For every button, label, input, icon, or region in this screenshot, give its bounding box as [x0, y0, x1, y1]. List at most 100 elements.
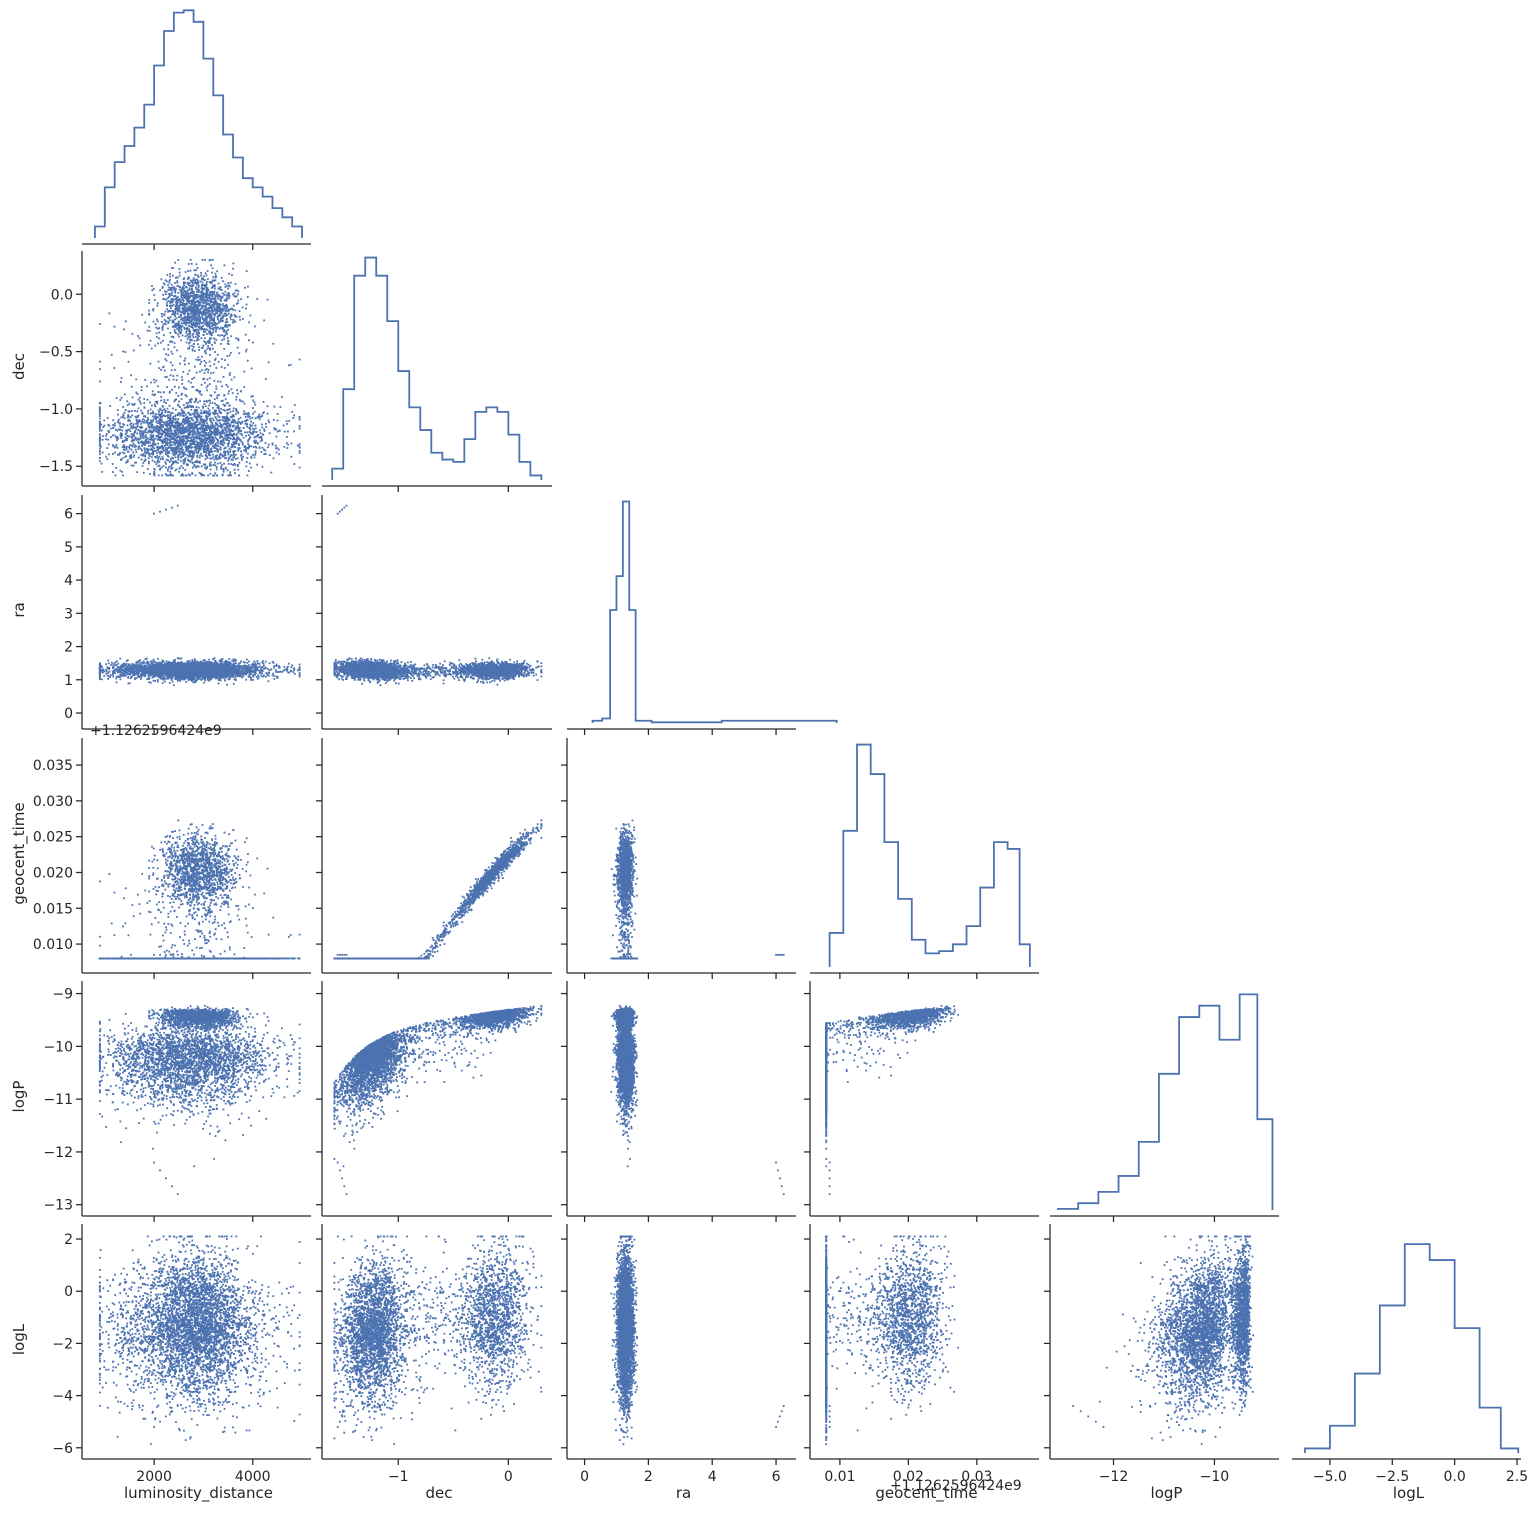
scatter-point — [173, 444, 175, 446]
scatter-point — [187, 289, 189, 291]
scatter-point — [228, 273, 230, 275]
scatter-point — [128, 451, 130, 453]
scatter-point — [162, 286, 164, 288]
scatter-point — [112, 453, 114, 455]
scatter-point — [190, 270, 192, 272]
scatter-point — [248, 470, 250, 472]
scatter-point — [101, 430, 103, 432]
scatter-point — [204, 365, 206, 367]
scatter-point — [148, 302, 150, 304]
scatter-point — [227, 282, 229, 284]
scatter-point — [154, 405, 156, 407]
scatter-point — [158, 332, 160, 334]
scatter-point — [261, 415, 263, 417]
scatter-point — [161, 316, 163, 318]
scatter-point — [154, 475, 156, 477]
scatter-point — [147, 468, 149, 470]
scatter-point — [160, 400, 162, 402]
scatter-point — [202, 345, 204, 347]
scatter-point — [243, 437, 245, 439]
scatter-point — [147, 417, 149, 419]
scatter-point — [242, 318, 244, 320]
scatter-point — [294, 404, 296, 406]
scatter-point — [119, 399, 121, 401]
scatter-point — [137, 429, 139, 431]
scatter-point — [147, 330, 149, 332]
scatter-point — [164, 461, 166, 463]
scatter-point — [195, 412, 197, 414]
scatter-point — [198, 285, 200, 287]
scatter-point — [221, 358, 223, 360]
scatter-point — [133, 456, 135, 458]
scatter-point — [231, 274, 233, 276]
scatter-point — [245, 416, 247, 418]
scatter-point — [228, 443, 230, 445]
scatter-point — [169, 320, 171, 322]
scatter-point — [162, 421, 164, 423]
scatter-point — [141, 389, 143, 391]
scatter-point — [278, 453, 280, 455]
scatter-point — [123, 424, 125, 426]
scatter-point — [167, 470, 169, 472]
scatter-point — [99, 414, 101, 416]
scatter-point — [243, 371, 245, 373]
scatter-point — [222, 320, 224, 322]
scatter-point — [234, 446, 236, 448]
scatter-point — [237, 457, 239, 459]
scatter-point — [209, 473, 211, 475]
scatter-point — [129, 444, 131, 446]
scatter-point — [106, 458, 108, 460]
scatter-point — [252, 454, 254, 456]
scatter-point — [133, 465, 135, 467]
scatter-point — [263, 319, 265, 321]
scatter-point — [217, 334, 219, 336]
scatter-point — [246, 426, 248, 428]
scatter-point — [199, 400, 201, 402]
scatter-point — [142, 465, 144, 467]
scatter-point — [244, 432, 246, 434]
scatter-point — [251, 417, 253, 419]
scatter-point — [235, 454, 237, 456]
scatter-point — [154, 394, 156, 396]
scatter-point — [121, 397, 123, 399]
scatter-point — [279, 406, 281, 408]
scatter-point — [199, 359, 201, 361]
scatter-point — [171, 369, 173, 371]
scatter-point — [191, 398, 193, 400]
scatter-point — [154, 299, 156, 301]
scatter-point — [215, 367, 217, 369]
scatter-point — [156, 452, 158, 454]
scatter-point — [143, 402, 145, 404]
scatter-point — [176, 375, 178, 377]
scatter-point — [179, 363, 181, 365]
scatter-point — [197, 343, 199, 345]
scatter-point — [237, 300, 239, 302]
scatter-point — [218, 445, 220, 447]
scatter-point — [165, 353, 167, 355]
scatter-point — [172, 353, 174, 355]
scatter-point — [185, 388, 187, 390]
scatter-point — [206, 422, 208, 424]
scatter-point — [250, 396, 252, 398]
scatter-point — [247, 360, 249, 362]
scatter-point — [212, 418, 214, 420]
scatter-point — [201, 356, 203, 358]
scatter-point — [159, 453, 161, 455]
scatter-point — [201, 369, 203, 371]
scatter-point — [258, 437, 260, 439]
scatter-point — [210, 302, 212, 304]
scatter-points — [99, 259, 301, 476]
scatter-point — [122, 351, 124, 353]
scatter-point — [186, 342, 188, 344]
scatter-point — [117, 436, 119, 438]
scatter-point — [157, 391, 159, 393]
scatter-point — [189, 341, 191, 343]
scatter-point — [189, 346, 191, 348]
scatter-point — [262, 447, 264, 449]
scatter-point — [227, 295, 229, 297]
scatter-point — [135, 449, 137, 451]
scatter-point — [165, 293, 167, 295]
scatter-point — [233, 408, 235, 410]
scatter-point — [146, 432, 148, 434]
scatter-point — [244, 403, 246, 405]
